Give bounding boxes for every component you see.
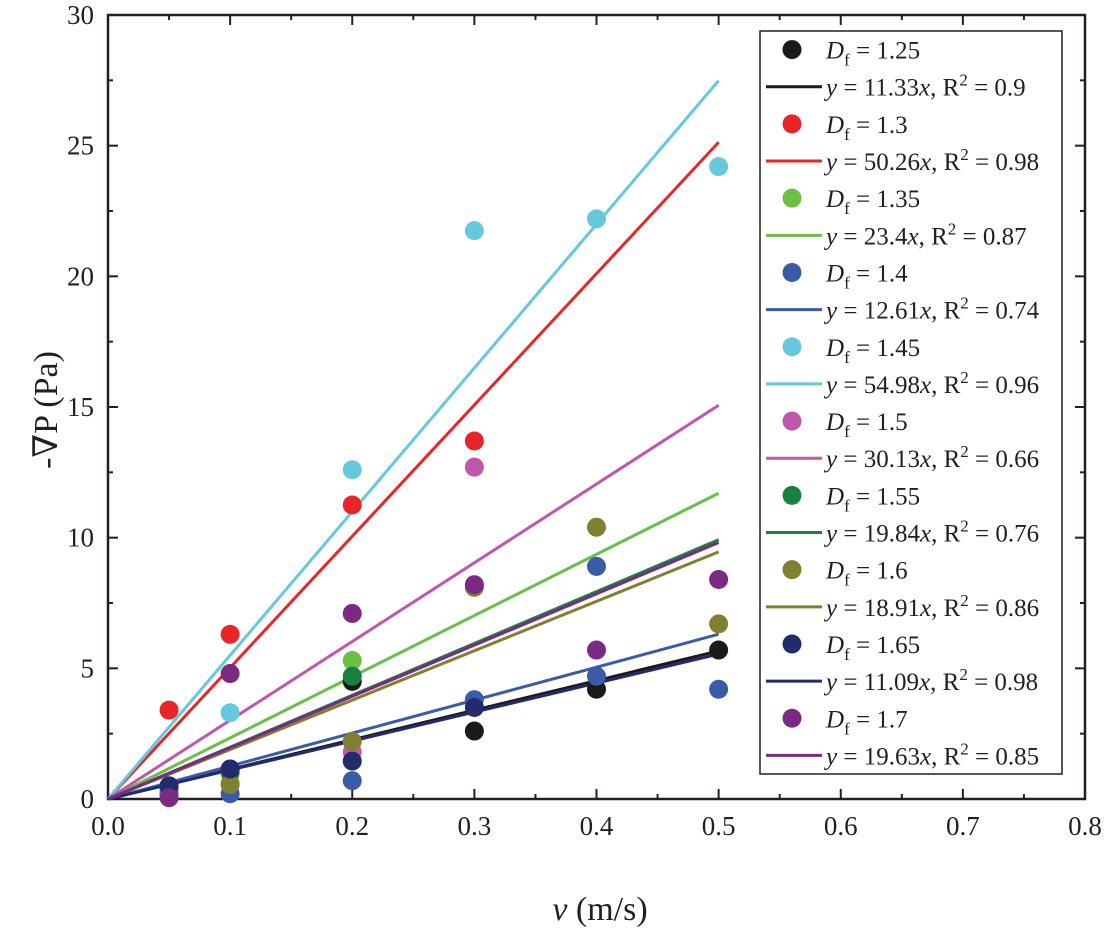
point-df-1.6: [342, 732, 362, 752]
fit-line-df-1.3: [106, 141, 720, 801]
legend-marker-df-1.5: [782, 411, 802, 431]
point-df-1.45: [709, 157, 729, 177]
legend-fit-df-1.55: y = 19.84x, R2 = 0.76: [823, 517, 1039, 548]
point-df-1.7: [342, 603, 362, 623]
point-df-1.55: [342, 666, 362, 686]
legend-fit-df-1.65: y = 11.09x, R2 = 0.98: [823, 665, 1038, 696]
legend-marker-df-1.6: [782, 560, 802, 580]
x-tick-label: 0.7: [946, 811, 980, 841]
point-df-1.3: [220, 624, 240, 644]
y-axis-title: -∇P (Pa): [28, 351, 65, 469]
legend-fit-df-1.7: y = 19.63x, R2 = 0.85: [823, 739, 1039, 770]
y-tick-label: 0: [81, 784, 95, 814]
legend-marker-df-1.25: [782, 40, 802, 60]
legend: Df = 1.25y = 11.33x, R2 = 0.9Df = 1.3y =…: [759, 30, 1063, 775]
legend-box: [759, 30, 1063, 775]
point-df-1.4: [342, 771, 362, 791]
legend-fit-df-1.3: y = 50.26x, R2 = 0.98: [823, 145, 1039, 176]
point-df-1.7: [709, 569, 729, 589]
point-df-1.4: [587, 666, 606, 686]
point-df-1.25: [709, 640, 729, 660]
fit-lines: [106, 79, 720, 801]
point-df-1.25: [464, 721, 484, 741]
x-axis-unit: (m/s): [567, 891, 647, 928]
legend-label-df-1.3: Df = 1.3: [825, 112, 908, 144]
legend-label-df-1.45: Df = 1.45: [825, 335, 920, 367]
legend-marker-df-1.35: [782, 188, 802, 208]
fit-line-df-1.5: [107, 404, 720, 801]
point-df-1.65: [342, 751, 362, 771]
x-tick-label: 0.3: [458, 811, 492, 841]
legend-label-df-1.35: Df = 1.35: [825, 186, 920, 218]
point-df-1.3: [464, 431, 484, 451]
legend-fit-df-1.6: y = 18.91x, R2 = 0.86: [823, 591, 1039, 622]
legend-fit-df-1.35: y = 23.4x, R2 = 0.87: [823, 219, 1027, 250]
legend-fit-df-1.5: y = 30.13x, R2 = 0.66: [823, 442, 1039, 473]
point-df-1.4: [709, 679, 729, 699]
point-df-1.3: [159, 700, 179, 720]
point-df-1.6: [587, 517, 606, 537]
tick-labels: 0.0 0.1 0.2 0.3 0.4 0.5 0.6 0.7 0.8 0 5 10 15 20 25 30: [67, 0, 1102, 841]
fit-line-df-1.4: [107, 632, 720, 801]
x-tick-label: 0.4: [580, 811, 614, 841]
point-df-1.7: [587, 640, 606, 660]
x-axis-variable: v: [552, 891, 568, 928]
data-points: [159, 157, 729, 808]
legend-label-df-1.55: Df = 1.55: [825, 483, 920, 515]
legend-label-df-1.25: Df = 1.25: [825, 38, 920, 70]
point-df-1.6: [709, 614, 729, 634]
legend-marker-df-1.7: [782, 708, 802, 728]
point-df-1.7: [159, 788, 179, 808]
legend-marker-df-1.4: [782, 262, 802, 282]
point-df-1.7: [220, 664, 240, 684]
legend-label-df-1.7: Df = 1.7: [825, 706, 908, 738]
legend-fit-df-1.4: y = 12.61x, R2 = 0.74: [823, 294, 1040, 325]
fit-line-df-1.65: [107, 652, 719, 801]
fit-line-df-1.45: [106, 79, 720, 800]
x-tick-label: 0.6: [824, 811, 858, 841]
point-df-1.3: [342, 495, 362, 515]
y-tick-label: 30: [67, 0, 94, 30]
point-df-1.35: [342, 650, 362, 670]
point-df-1.5: [464, 457, 484, 477]
x-tick-label: 0.8: [1068, 811, 1102, 841]
point-df-1.45: [220, 703, 240, 723]
point-df-1.45: [342, 460, 362, 480]
legend-label-df-1.6: Df = 1.6: [825, 558, 908, 590]
point-df-1.65: [464, 698, 484, 718]
legend-marker-df-1.55: [782, 485, 802, 505]
x-tick-label: 0.1: [213, 811, 247, 841]
legend-marker-df-1.3: [782, 114, 802, 134]
x-tick-label: 0.0: [91, 811, 125, 841]
legend-label-df-1.65: Df = 1.65: [825, 632, 920, 664]
x-tick-label: 0.5: [702, 811, 736, 841]
legend-marker-df-1.45: [782, 337, 802, 357]
legend-marker-df-1.65: [782, 634, 802, 654]
point-df-1.4: [587, 556, 606, 576]
axis-ticks: [107, 14, 1086, 800]
legend-fit-df-1.25: y = 11.33x, R2 = 0.9: [823, 71, 1026, 102]
point-df-1.45: [464, 221, 484, 241]
legend-fit-df-1.45: y = 54.98x, R2 = 0.96: [823, 368, 1039, 399]
y-tick-label: 25: [67, 131, 94, 161]
x-tick-label: 0.2: [335, 811, 369, 841]
point-df-1.6: [220, 775, 240, 795]
fit-line-df-1.7: [107, 541, 720, 801]
point-df-1.45: [587, 209, 606, 229]
x-axis-title: v (m/s): [552, 891, 647, 928]
point-df-1.65: [220, 759, 240, 779]
y-tick-label: 10: [67, 523, 94, 553]
point-df-1.7: [464, 575, 484, 595]
legend-label-df-1.4: Df = 1.4: [825, 260, 908, 292]
y-tick-label: 15: [67, 392, 94, 422]
y-tick-label: 20: [67, 261, 94, 291]
point-df-1.25: [587, 679, 606, 699]
fit-line-df-1.35: [107, 491, 720, 801]
legend-label-df-1.5: Df = 1.5: [825, 409, 908, 441]
y-tick-label: 5: [81, 653, 95, 683]
